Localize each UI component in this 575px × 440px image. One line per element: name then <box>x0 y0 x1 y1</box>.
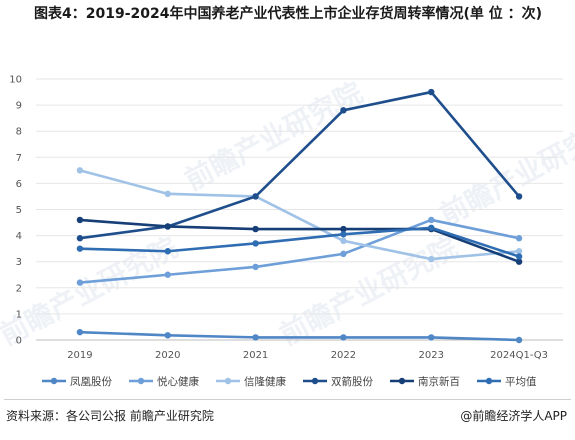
x-tick-label: 2023 <box>419 350 444 361</box>
legend-label: 南京新百 <box>418 375 460 388</box>
data-point <box>252 225 259 233</box>
series-信隆健康 <box>76 167 523 263</box>
data-point <box>164 271 171 278</box>
data-point <box>340 231 347 238</box>
data-point <box>252 334 259 341</box>
data-point <box>252 263 259 271</box>
legend-item: 南京新百 <box>390 375 460 388</box>
gridlines <box>36 78 563 341</box>
data-point <box>340 237 347 245</box>
y-axis-ticks: 0 1 2 3 4 5 6 7 8 9 10 <box>9 75 22 347</box>
source-note: 资料来源：各公司公报 前瞻产业研究院 <box>6 409 214 423</box>
data-point <box>515 235 523 242</box>
data-point <box>428 88 435 96</box>
data-point <box>428 216 435 224</box>
data-point <box>164 223 171 230</box>
data-point <box>164 332 171 339</box>
legend-swatch-marker <box>137 377 145 385</box>
data-point <box>515 258 523 265</box>
series-line <box>79 169 520 261</box>
series-悦心健康 <box>76 216 523 286</box>
legend-label: 平均值 <box>505 375 537 388</box>
y-tick-label: 3 <box>16 257 22 268</box>
data-point <box>76 279 84 286</box>
x-tick-label: 2021 <box>243 350 268 361</box>
data-point <box>76 328 84 336</box>
x-tick-label: 2019 <box>67 350 92 361</box>
data-point <box>515 253 523 260</box>
data-point <box>340 334 347 341</box>
series-line <box>79 226 520 258</box>
data-point <box>340 107 347 114</box>
data-point <box>76 245 84 252</box>
y-tick-label: 2 <box>16 283 22 294</box>
series-凤凰股份 <box>76 328 523 344</box>
legend-swatch-marker <box>50 377 58 385</box>
data-point <box>252 193 259 200</box>
series-平均值 <box>76 224 523 260</box>
legend-item: 凤凰股份 <box>42 376 112 388</box>
series-line <box>79 90 521 240</box>
legend-label: 凤凰股份 <box>70 376 112 388</box>
series-lines <box>76 88 523 344</box>
legend-item: 双箭股份 <box>303 375 373 388</box>
legend-item: 平均值 <box>477 375 537 388</box>
brand-credit: @前瞻经济学人APP <box>460 409 567 423</box>
data-point <box>428 224 435 231</box>
y-tick-label: 7 <box>16 153 22 164</box>
data-point <box>340 225 347 233</box>
legend-swatch-marker <box>311 377 319 385</box>
data-point <box>515 248 523 255</box>
legend-item: 悦心健康 <box>129 375 199 388</box>
y-tick-label: 10 <box>9 75 22 86</box>
legend-label: 悦心健康 <box>157 375 199 388</box>
legend-swatch-marker <box>224 377 232 385</box>
x-axis-ticks: 2019 2020 2021 2022 2023 2024Q1-Q3 <box>67 350 548 361</box>
y-tick-label: 9 <box>16 101 22 112</box>
data-point <box>252 240 259 247</box>
legend-swatch-marker <box>398 377 406 385</box>
data-point <box>428 334 435 341</box>
series-line <box>79 218 520 263</box>
series-双箭股份 <box>76 88 523 242</box>
series-line <box>79 330 520 342</box>
chart-title: 图表4：2019-2024年中国养老产业代表性上市企业存货周转率情况(单 位 ：… <box>33 6 543 22</box>
legend-item: 信隆健康 <box>216 375 286 388</box>
x-tick-label: 2024Q1-Q3 <box>490 350 548 361</box>
data-point <box>76 235 84 242</box>
data-point <box>515 193 523 200</box>
footer-divider <box>4 399 571 400</box>
data-point <box>515 336 523 344</box>
legend-label: 信隆健康 <box>244 375 286 388</box>
chart-legend: 凤凰股份 悦心健康 信隆健康 双箭股份 南京新百 平均值 <box>42 375 537 388</box>
series-line <box>79 218 520 284</box>
y-tick-label: 0 <box>16 336 22 347</box>
y-tick-label: 8 <box>16 127 22 138</box>
legend-swatch-marker <box>485 377 493 385</box>
y-tick-label: 5 <box>16 205 22 216</box>
data-point <box>164 190 171 198</box>
x-tick-label: 2020 <box>155 350 180 361</box>
data-point <box>164 248 171 255</box>
y-tick-label: 1 <box>16 309 22 320</box>
y-tick-label: 4 <box>16 231 22 242</box>
legend-label: 双箭股份 <box>331 375 373 388</box>
data-point <box>428 255 435 263</box>
data-point <box>76 216 84 224</box>
y-tick-label: 6 <box>16 179 22 190</box>
x-tick-label: 2022 <box>331 350 356 361</box>
data-point <box>76 167 84 174</box>
data-point <box>340 250 347 258</box>
